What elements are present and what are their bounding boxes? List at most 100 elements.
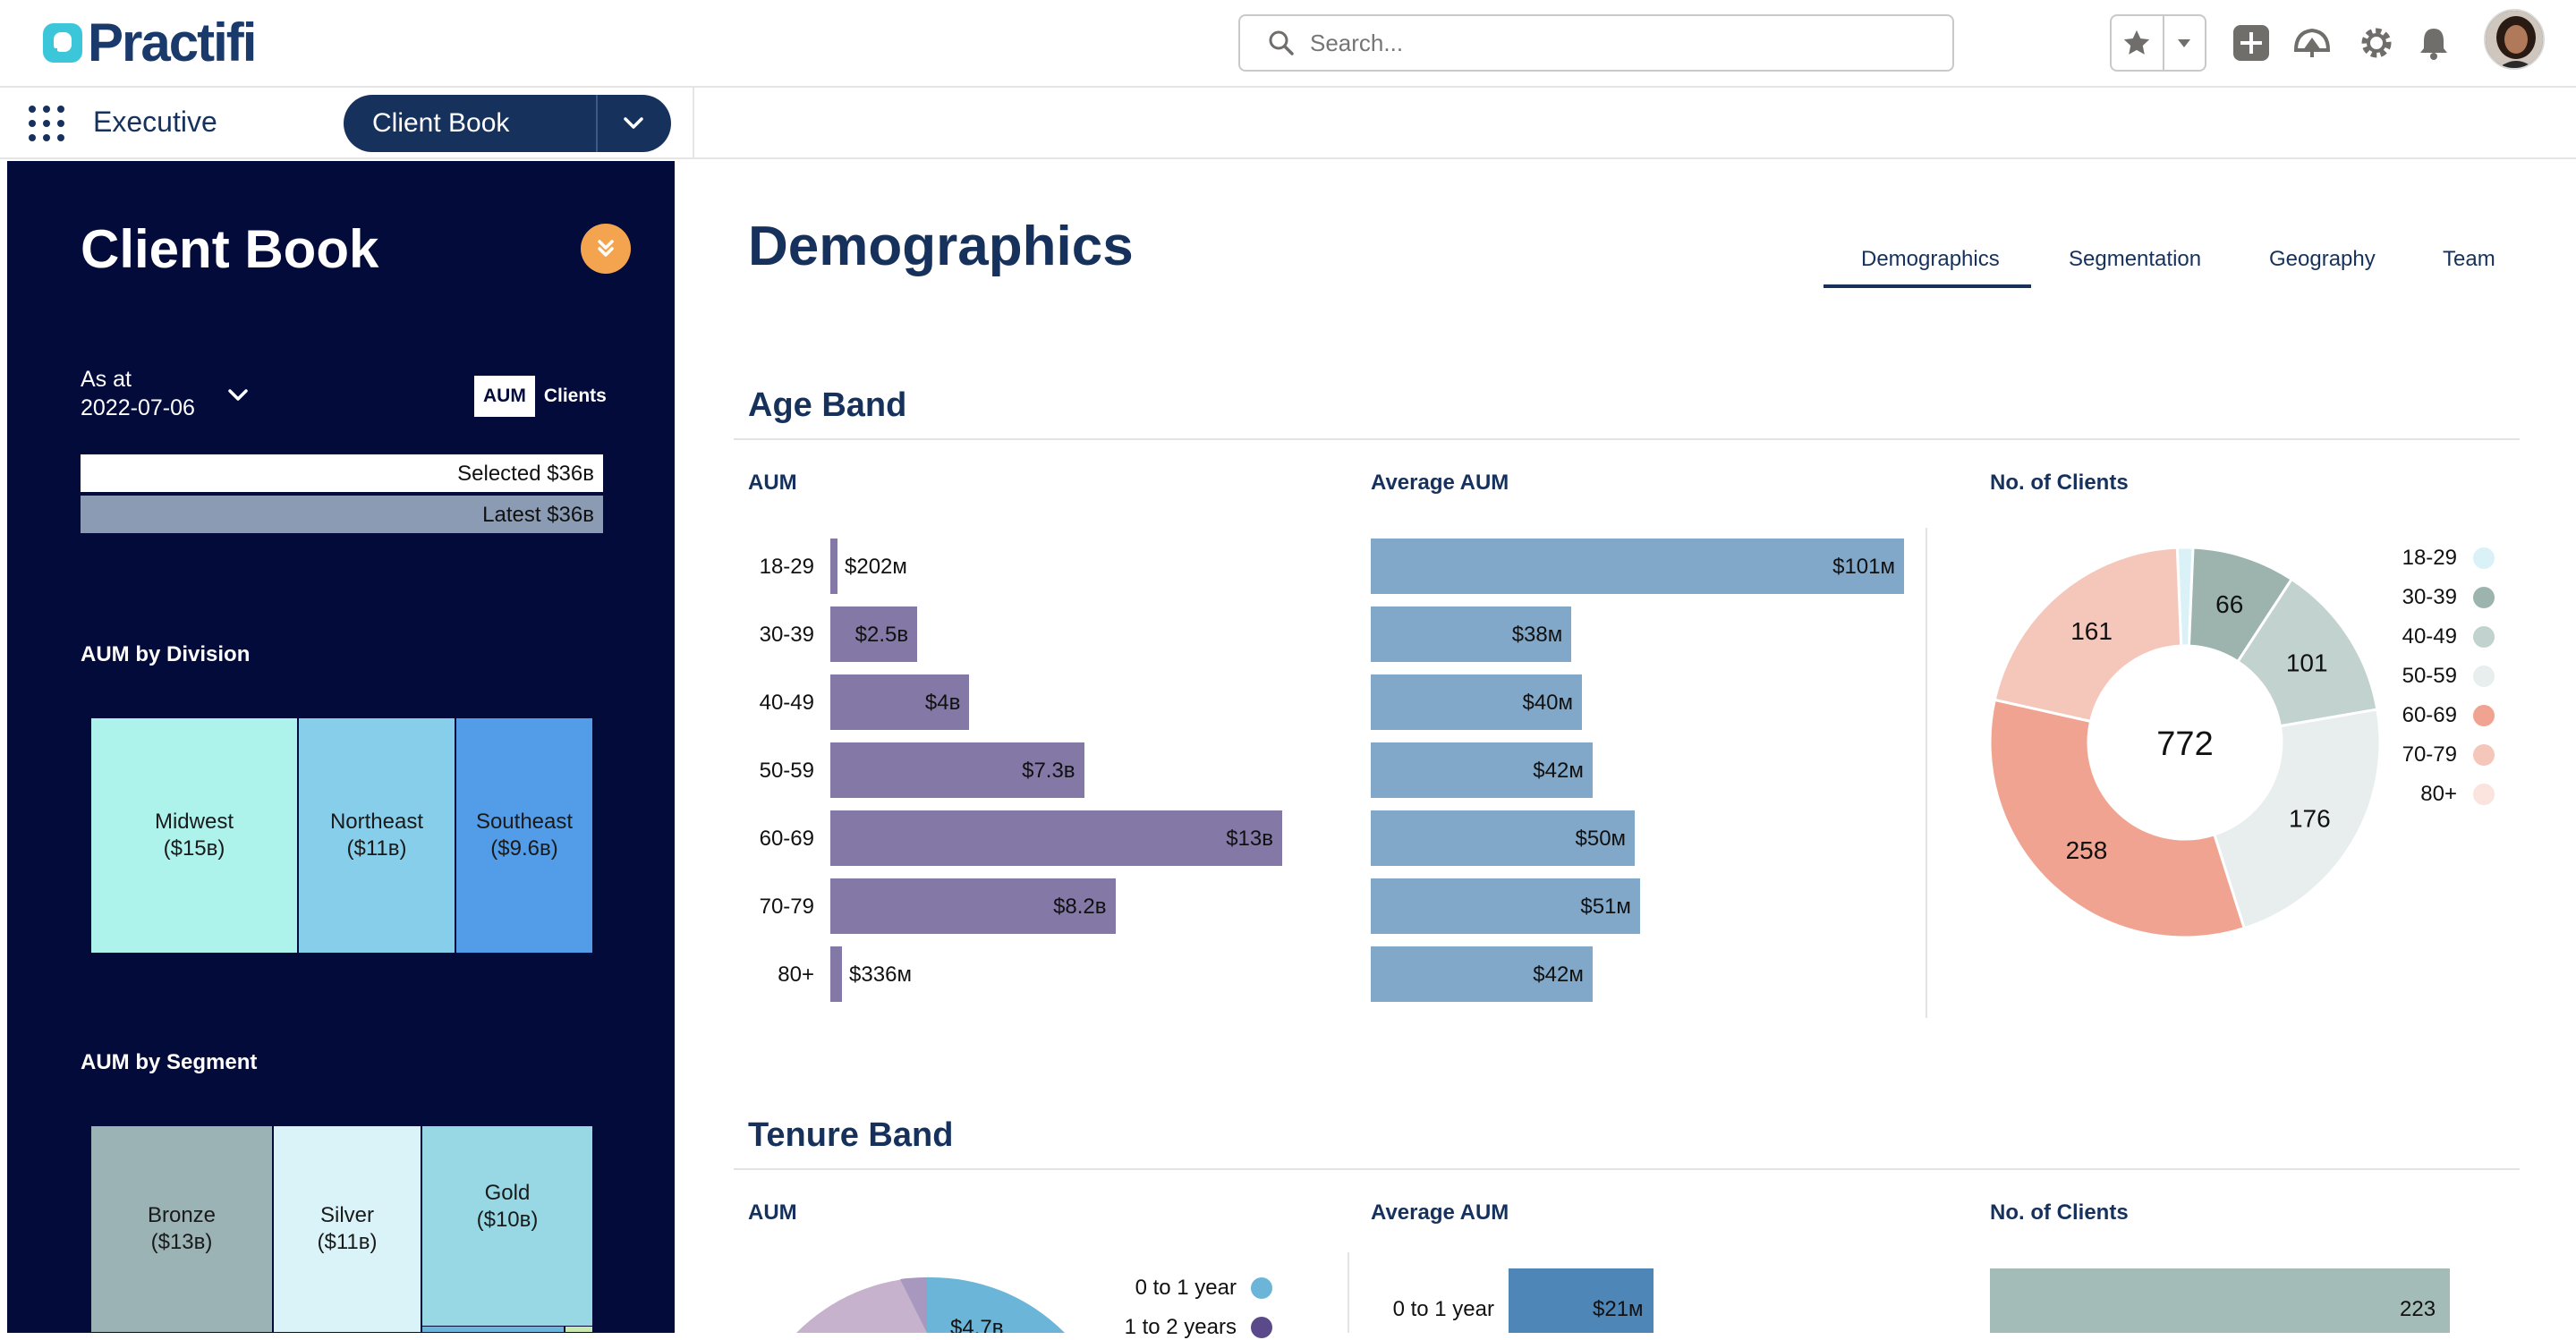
bar-40-49[interactable] [1371, 674, 1583, 730]
tab-demographics[interactable]: Demographics [1861, 247, 2000, 271]
notifications-button[interactable] [2414, 23, 2453, 63]
bar-80+[interactable] [830, 946, 843, 1002]
page-title: Demographics [748, 216, 1134, 277]
bar-30-39[interactable] [830, 606, 918, 662]
bar-value-label: $42м [1533, 759, 1584, 783]
global-header: Practifi [0, 0, 2576, 88]
bar-category-label: 50-59 [759, 759, 814, 783]
bar-category-label: 60-69 [759, 827, 814, 851]
chevron-down-icon[interactable] [225, 383, 251, 408]
bar-category-label: 18-29 [759, 555, 814, 579]
legend-dot-80+[interactable] [2473, 784, 2495, 805]
bar-50-59[interactable] [830, 742, 1084, 798]
bar-80+[interactable] [1371, 946, 1593, 1002]
tab-geography[interactable]: Geography [2269, 247, 2376, 271]
favorites-menu-button[interactable] [2164, 16, 2205, 70]
treemap-cell-small[interactable] [421, 1326, 565, 1333]
bar-value-label: $40м [1522, 691, 1574, 715]
bar-70-79[interactable] [830, 878, 1116, 934]
treemap-cell-midwest[interactable]: Midwest ($15в) [90, 717, 298, 954]
bar-70-79[interactable] [1371, 878, 1640, 934]
bar-value-label: $51м [1580, 895, 1631, 919]
trailhead-button[interactable] [2292, 23, 2332, 63]
global-actions-button[interactable] [2232, 23, 2271, 63]
donut-slice-60-69[interactable] [1988, 698, 2247, 939]
tenure-clients-bar[interactable] [1990, 1268, 2450, 1333]
tab-team[interactable]: Team [2443, 247, 2495, 271]
search-input[interactable] [1310, 29, 1936, 57]
tenure-aum-title: AUM [748, 1200, 797, 1225]
treemap-cell-value: ($11в) [317, 1230, 378, 1254]
user-avatar[interactable] [2484, 9, 2545, 70]
toggle-clients[interactable]: Clients [543, 386, 607, 406]
tenure-legend-dot [1251, 1277, 1272, 1299]
practifi-logo[interactable]: Practifi [41, 16, 257, 70]
donut-slice-50-59[interactable] [2212, 708, 2382, 930]
bar-value-label: $13в [1226, 827, 1273, 851]
donut-slice-label: 101 [2286, 649, 2328, 677]
bar-60-69[interactable] [1371, 810, 1636, 866]
bar-category-label: 30-39 [759, 623, 814, 647]
treemap-cell-name: Southeast [475, 810, 574, 834]
section-divider [734, 1168, 2520, 1170]
legend-dot-18-29[interactable] [2473, 547, 2495, 569]
app-name: Executive [93, 106, 217, 138]
global-search[interactable] [1238, 14, 1954, 72]
donut-slice-70-79[interactable] [1993, 546, 2183, 724]
age-clients-donut-chart: 66 101 176 258 161 772 [1988, 546, 2382, 939]
donut-slice-label: 176 [2289, 805, 2331, 833]
aum-clients-toggle: AUM Clients [474, 376, 616, 417]
tenure-legend-dot [1251, 1317, 1272, 1338]
toggle-aum[interactable]: AUM [474, 376, 535, 417]
treemap-cell-bronze[interactable]: Bronze ($13в) [90, 1125, 273, 1333]
legend-dot-70-79[interactable] [2473, 744, 2495, 766]
treemap-cell-value: ($11в) [346, 836, 407, 861]
treemap-cell-gold[interactable]: Gold ($10в) [421, 1125, 593, 1327]
bar-60-69[interactable] [830, 810, 1282, 866]
nav-tab-menu-button[interactable] [598, 95, 669, 152]
double-chevron-down-icon [598, 240, 614, 257]
legend-dot-30-39[interactable] [2473, 587, 2495, 608]
user-photo-icon [2486, 11, 2543, 68]
bar-18-29[interactable] [1371, 539, 1904, 594]
legend-label-60-69: 60-69 [2402, 703, 2457, 727]
bar-40-49[interactable] [830, 674, 970, 730]
treemap-cell-small[interactable] [565, 1326, 593, 1333]
nav-tab-client-book[interactable]: Client Book [344, 95, 671, 152]
pie-slice-1-to-2-years[interactable] [796, 1277, 927, 1333]
donut-slice-label: 161 [2070, 617, 2113, 645]
treemap-cell-value: ($15в) [163, 836, 225, 861]
age-band-title: Age Band [748, 386, 907, 424]
tenure-aum-pie-chart: $4.7в [796, 1276, 1065, 1333]
pie-slice-0-to-1-year[interactable] [927, 1276, 1065, 1333]
tenure-avg-aum-title: Average AUM [1371, 1200, 1509, 1225]
bar-30-39[interactable] [1371, 606, 1572, 662]
legend-dot-40-49[interactable] [2473, 626, 2495, 648]
setup-button[interactable] [2357, 23, 2396, 63]
bar-50-59[interactable] [1371, 742, 1593, 798]
legend-dot-50-59[interactable] [2473, 666, 2495, 687]
selected-aum-label: Selected $36в [457, 462, 594, 486]
bar-value-label: $202м [845, 555, 907, 579]
treemap-cell-silver[interactable]: Silver ($11в) [273, 1125, 421, 1333]
chevron-down-icon [624, 117, 643, 129]
treemap-cell-name: Bronze [147, 1203, 217, 1227]
panel-collapse-button[interactable] [581, 224, 631, 274]
legend-label-40-49: 40-49 [2402, 624, 2457, 649]
bar-category-label: 40-49 [759, 691, 814, 715]
bar-18-29[interactable] [830, 539, 837, 594]
favorites-button[interactable] [2112, 16, 2164, 70]
tenure-avg-bar[interactable] [1509, 1268, 1654, 1333]
pie-slice-other[interactable] [900, 1276, 927, 1333]
donut-slice-label: 258 [2066, 836, 2108, 864]
legend-dot-60-69[interactable] [2473, 705, 2495, 726]
bar-category-label: 80+ [778, 963, 814, 987]
app-launcher-icon[interactable] [27, 104, 66, 143]
tenure-legend-label: 0 to 1 year [1135, 1276, 1237, 1300]
as-at-date[interactable]: 2022-07-06 [81, 395, 195, 420]
treemap-cell-northeast[interactable]: Northeast ($11в) [298, 717, 455, 954]
nav-tab-label[interactable]: Client Book [344, 95, 598, 152]
chart-divider [1348, 1252, 1349, 1333]
treemap-cell-southeast[interactable]: Southeast ($9.6в) [455, 717, 593, 954]
tab-segmentation[interactable]: Segmentation [2069, 247, 2202, 271]
